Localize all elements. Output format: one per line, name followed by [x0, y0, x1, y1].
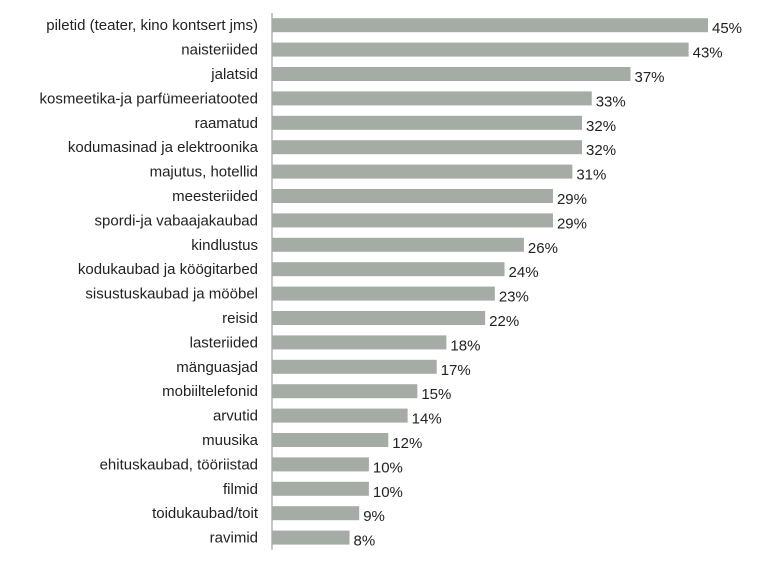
category-label: jalatsid	[210, 66, 258, 83]
value-label: 8%	[354, 533, 376, 550]
value-label: 29%	[557, 191, 587, 208]
value-label: 23%	[499, 289, 529, 306]
bar	[272, 213, 553, 228]
bar	[272, 408, 408, 423]
bar	[272, 335, 447, 350]
category-label: piletid (teater, kino kontsert jms)	[46, 17, 258, 34]
category-label: raamatud	[195, 115, 258, 132]
category-label: filmid	[223, 481, 258, 498]
category-label: sisustuskaubad ja mööbel	[85, 286, 258, 303]
category-label: mobiiltelefonid	[162, 383, 258, 400]
bar	[272, 189, 553, 203]
value-label: 14%	[412, 411, 442, 428]
value-label: 32%	[586, 118, 616, 135]
value-label: 26%	[528, 240, 558, 257]
value-label: 43%	[693, 45, 723, 62]
value-label: 9%	[363, 508, 385, 525]
value-label: 17%	[441, 362, 471, 379]
bar	[272, 91, 592, 106]
category-label: majutus, hotellid	[150, 164, 258, 181]
category-label: arvutid	[213, 408, 258, 425]
bar	[272, 359, 437, 374]
bar	[272, 506, 360, 521]
bar	[272, 237, 524, 252]
category-label: ravimid	[210, 530, 258, 547]
category-label: kindlustus	[191, 237, 258, 254]
bar	[272, 140, 583, 155]
value-label: 10%	[373, 484, 403, 501]
category-label: ehituskaubad, tööriistad	[100, 456, 258, 473]
category-label: toidukaubad/toit	[152, 505, 259, 522]
bar	[272, 67, 631, 81]
bar	[272, 262, 505, 277]
bar	[272, 481, 369, 496]
bar	[272, 457, 369, 472]
category-label: kodukaubad ja köögitarbed	[78, 261, 258, 278]
category-label: naisteriided	[181, 42, 258, 59]
category-label: reisid	[222, 310, 258, 327]
value-label: 18%	[450, 337, 480, 354]
bar	[272, 115, 583, 130]
bar	[272, 311, 486, 325]
category-label: mänguasjad	[176, 359, 258, 376]
value-label: 22%	[489, 313, 519, 330]
bar	[272, 164, 573, 179]
category-label: lasteriided	[190, 334, 258, 351]
bars-group: piletid (teater, kino kontsert jms) 45% na…	[40, 17, 742, 549]
category-label: kosmeetika-ja parfümeeriatooted	[40, 90, 258, 107]
category-label: muusika	[202, 432, 259, 449]
category-label: spordi-ja vabaajakaubad	[95, 212, 258, 229]
value-label: 32%	[586, 142, 616, 159]
value-label: 29%	[557, 215, 587, 232]
bar	[272, 433, 389, 447]
value-label: 12%	[392, 435, 422, 452]
value-label: 24%	[509, 264, 539, 281]
bar	[272, 18, 708, 33]
bar	[272, 530, 350, 545]
value-label: 10%	[373, 459, 403, 476]
category-label: meesteriided	[172, 188, 258, 205]
bar	[272, 384, 418, 399]
value-label: 15%	[421, 386, 451, 403]
value-label: 33%	[596, 93, 626, 110]
value-label: 31%	[576, 167, 606, 184]
value-label: 45%	[712, 20, 742, 37]
bar	[272, 42, 689, 57]
value-label: 37%	[634, 69, 664, 86]
bar	[272, 286, 495, 301]
category-label: kodumasinad ja elektroonika	[68, 139, 259, 156]
